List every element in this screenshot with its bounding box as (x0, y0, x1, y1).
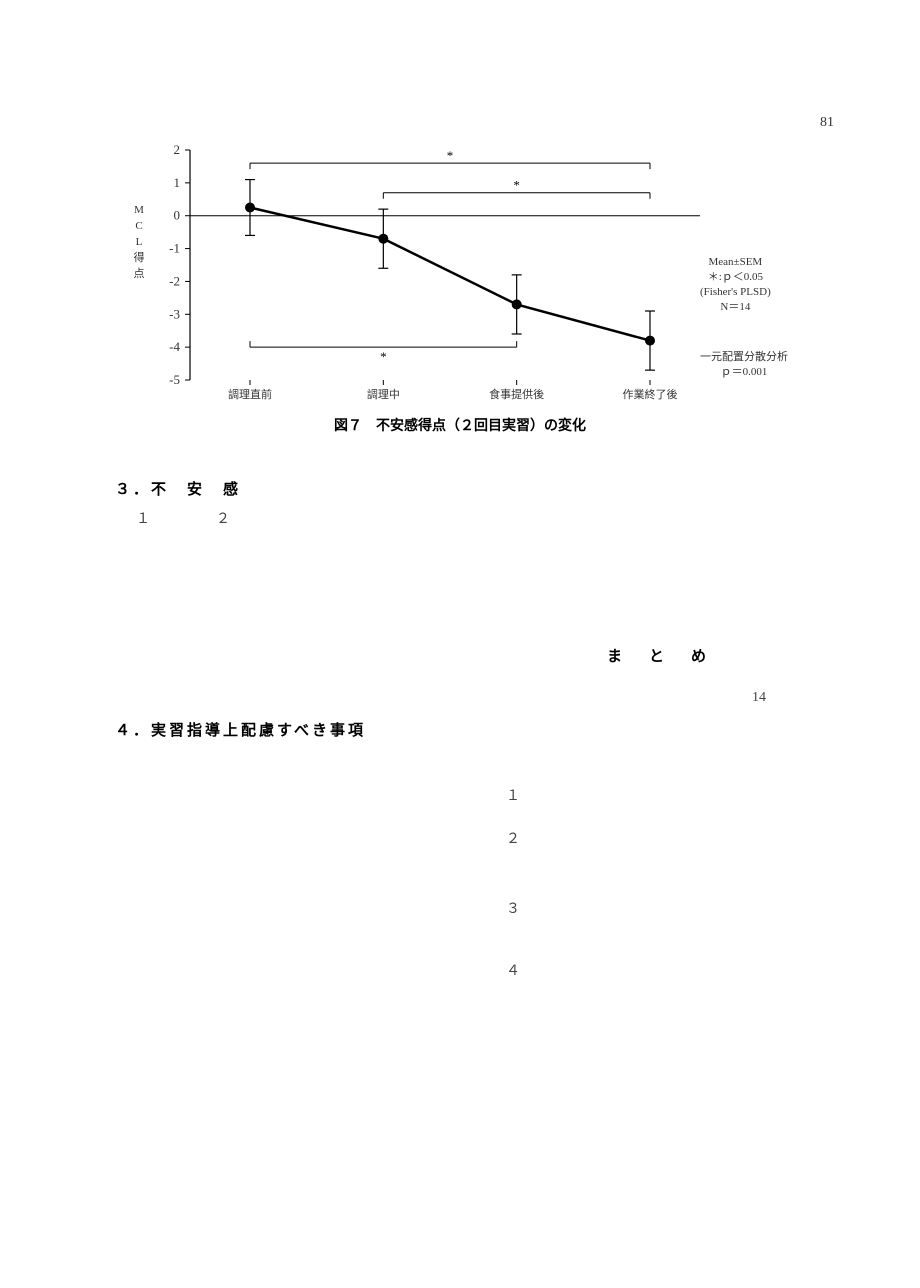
list-number: ４ (506, 960, 520, 980)
summary-heading: ま と め (607, 645, 712, 666)
stats-box-2: 一元配置分散分析 ｐ＝0.001 (700, 350, 788, 380)
svg-text:2: 2 (174, 142, 181, 157)
stats-box-1: Mean±SEM ＊:ｐ＜0.05 (Fisher's PLSD) N＝14 (700, 255, 771, 315)
page-number: 81 (820, 115, 834, 131)
body-number: ２ (216, 508, 230, 528)
svg-text:-1: -1 (169, 241, 180, 256)
svg-text:*: * (513, 178, 520, 193)
ylabel-char: 得 (132, 250, 146, 266)
section-3-heading: ３．不 安 感 (115, 478, 241, 499)
list-number: １ (506, 785, 520, 805)
ylabel-char: C (132, 218, 146, 234)
stats-line: N＝14 (700, 300, 771, 315)
stats-line: 一元配置分散分析 (700, 350, 788, 365)
svg-text:食事提供後: 食事提供後 (489, 387, 544, 400)
body-number: １ (136, 508, 150, 528)
svg-text:-3: -3 (169, 306, 180, 321)
figure-caption: 図７ 不安感得点（２回目実習）の変化 (0, 415, 920, 435)
svg-text:調理中: 調理中 (367, 387, 400, 400)
svg-text:-5: -5 (169, 372, 180, 387)
svg-text:-2: -2 (169, 273, 180, 288)
list-number: ３ (506, 898, 520, 918)
ylabel-char: L (132, 234, 146, 250)
svg-text:*: * (380, 349, 387, 364)
svg-text:*: * (447, 148, 454, 163)
ylabel-char: 点 (132, 266, 146, 282)
stats-line: ＊:ｐ＜0.05 (700, 270, 771, 285)
svg-text:1: 1 (174, 175, 181, 190)
svg-text:調理直前: 調理直前 (228, 387, 272, 400)
ylabel-char: M (132, 202, 146, 218)
section-4-heading: ４．実習指導上配慮すべき事項 (115, 719, 366, 740)
stats-line: Mean±SEM (700, 255, 771, 270)
y-axis-label: M C L 得 点 (132, 202, 146, 282)
svg-text:作業終了後: 作業終了後 (623, 387, 678, 400)
stats-line: ｐ＝0.001 (700, 365, 788, 380)
body-number: 14 (752, 690, 766, 706)
svg-text:0: 0 (174, 208, 181, 223)
svg-text:-4: -4 (169, 339, 180, 354)
stats-line: (Fisher's PLSD) (700, 285, 771, 300)
list-number: ２ (506, 828, 520, 848)
